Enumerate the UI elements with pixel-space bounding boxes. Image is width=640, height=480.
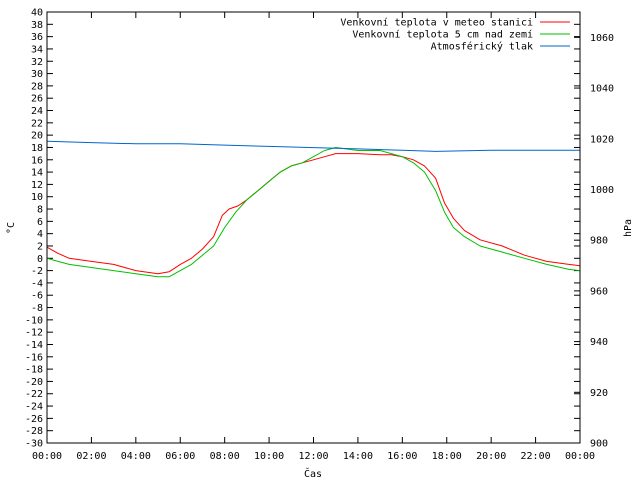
legend-entry-label: Atmosférický tlak: [431, 41, 533, 53]
left-tick-label: 22: [31, 118, 43, 129]
left-tick-label: 36: [31, 32, 43, 43]
x-tick-label: 16:00: [387, 451, 417, 462]
plot-frame: [46, 11, 581, 444]
x-tick-label: 14:00: [343, 451, 373, 462]
x-tick-label: 18:00: [432, 451, 462, 462]
left-tick-label: 18: [31, 143, 43, 154]
left-tick-label: -16: [25, 352, 43, 363]
series-line-3: [46, 140, 580, 152]
x-tick-label: 02:00: [76, 451, 106, 462]
right-axis-label: hPa: [623, 219, 634, 237]
x-tick-label: 20:00: [476, 451, 506, 462]
left-tick-label: -14: [25, 340, 43, 351]
left-axis-label: °C: [6, 222, 17, 234]
left-tick-label: -6: [31, 291, 43, 302]
left-tick-label: 16: [31, 155, 43, 166]
x-tick-label: 04:00: [121, 451, 151, 462]
x-tick-label: 08:00: [210, 451, 240, 462]
left-tick-label: -30: [25, 439, 43, 450]
left-tick-label: -8: [31, 303, 43, 314]
legend: Venkovní teplota v meteo staniciVenkovní…: [340, 17, 570, 53]
left-tick-label: 20: [31, 131, 43, 142]
left-tick-label: -24: [25, 402, 43, 413]
right-tick-label: 960: [590, 286, 608, 297]
left-tick-label: 8: [37, 205, 43, 216]
x-tick-label: 00:00: [32, 451, 62, 462]
left-tick-label: 2: [37, 241, 43, 252]
right-tick-label: 980: [590, 236, 608, 247]
left-tick-label: 40: [31, 8, 43, 19]
x-axis-ticks: 00:00 02:00 04:00 06:00 08:00 10:00 12:00 14:00…: [32, 12, 595, 462]
left-tick-label: -10: [25, 315, 43, 326]
left-tick-label: -22: [25, 389, 43, 400]
right-tick-label: 1060: [590, 33, 614, 44]
left-tick-label: 6: [37, 217, 43, 228]
left-tick-label: 28: [31, 81, 43, 92]
x-tick-label: 10:00: [254, 451, 284, 462]
left-tick-label: -28: [25, 426, 43, 437]
right-tick-label: 1000: [590, 185, 614, 196]
left-tick-label: 4: [37, 229, 43, 240]
x-axis-label: Čas: [304, 467, 322, 480]
left-tick-label: 0: [37, 254, 43, 265]
right-tick-label: 940: [590, 337, 608, 348]
left-tick-label: -26: [25, 414, 43, 425]
left-tick-label: -4: [31, 278, 43, 289]
x-tick-label: 06:00: [165, 451, 195, 462]
left-tick-label: 34: [31, 44, 43, 55]
right-tick-label: 1040: [590, 84, 614, 95]
legend-entry-label: Venkovní teplota 5 cm nad zemí: [352, 29, 533, 41]
left-tick-label: -12: [25, 328, 43, 339]
left-tick-label: 26: [31, 94, 43, 105]
left-tick-label: -2: [31, 266, 43, 277]
left-tick-label: 38: [31, 20, 43, 31]
left-axis-ticks: -30-28-26-24-22-20-18-16-14-12-10-8-6-4-…: [25, 8, 580, 450]
left-tick-label: 24: [31, 106, 43, 117]
left-tick-label: 30: [31, 69, 43, 80]
left-tick-label: 14: [31, 168, 43, 179]
series-lines: [46, 140, 581, 278]
left-tick-label: 10: [31, 192, 43, 203]
series-line-2: [46, 147, 581, 278]
right-axis-ticks: 900 920 940 960 980 1000 1020 1040 1060: [574, 33, 614, 450]
right-tick-label: 920: [590, 388, 608, 399]
x-tick-label: 12:00: [298, 451, 328, 462]
left-tick-label: -20: [25, 377, 43, 388]
x-tick-label: 22:00: [521, 451, 551, 462]
right-tick-label: 900: [590, 439, 608, 450]
right-tick-label: 1020: [590, 134, 614, 145]
legend-entry-label: Venkovní teplota v meteo stanici: [340, 17, 533, 29]
left-tick-label: -18: [25, 365, 43, 376]
left-tick-label: 12: [31, 180, 43, 191]
x-tick-label: 00:00: [565, 451, 595, 462]
left-tick-label: 32: [31, 57, 43, 68]
